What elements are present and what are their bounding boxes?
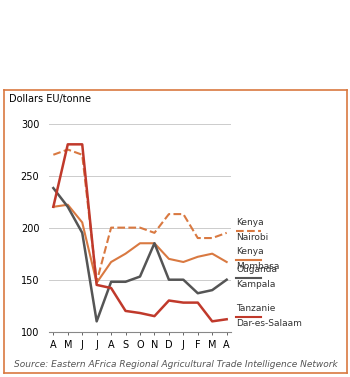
Text: Kenya: Kenya <box>236 247 264 256</box>
Text: Mombasa: Mombasa <box>236 262 280 271</box>
Text: d'Afrique de l'Est: d'Afrique de l'Est <box>14 56 132 70</box>
Text: Tanzanie: Tanzanie <box>236 304 276 313</box>
Text: Kampala: Kampala <box>236 280 276 289</box>
Text: Nairobi: Nairobi <box>236 233 268 242</box>
Text: Kenya: Kenya <box>236 218 264 227</box>
Text: Figure 4.: Figure 4. <box>14 11 84 25</box>
Text: Source: Eastern AFrica Regional Agricultural Trade Intelligence Network: Source: Eastern AFrica Regional Agricult… <box>14 360 338 369</box>
Text: Dollars EU/tonne: Dollars EU/tonne <box>9 94 91 104</box>
Text: Ouganda: Ouganda <box>236 265 277 274</box>
Text: Prix du maïs sur certains marchés: Prix du maïs sur certains marchés <box>107 11 346 25</box>
Text: Dar-es-Salaam: Dar-es-Salaam <box>236 319 302 328</box>
